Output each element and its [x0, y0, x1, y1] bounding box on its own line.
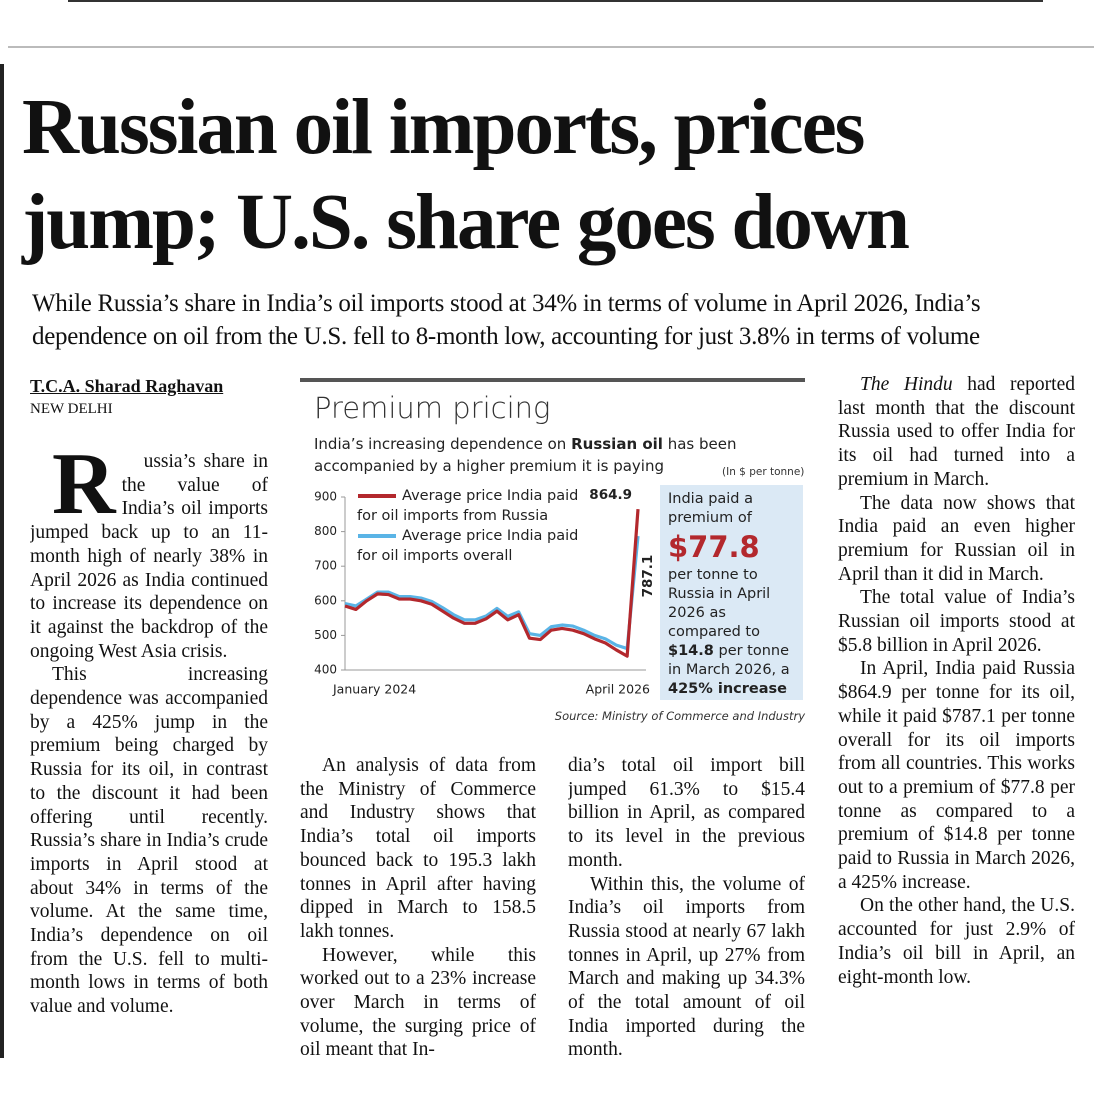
callout-text: per tonne to Russia in April 2026 as com…	[668, 567, 771, 640]
paragraph: The data now shows that India paid an ev…	[838, 492, 1075, 585]
x-tick-label: January 2024	[332, 682, 416, 697]
paragraph: Within this, the volume of India’s oil i…	[568, 873, 805, 1061]
paragraph: On the other hand, the U.S. accounted fo…	[838, 895, 1075, 988]
callout-text: per tonne in March 2026, a	[668, 643, 790, 678]
callout-text: $14.8	[668, 643, 714, 659]
headline: Russian oil imports, prices	[22, 84, 865, 171]
paragraph: Russia’s share in the value of India’s o…	[30, 450, 268, 662]
text-column: The Hindu had reported last month that t…	[838, 373, 1075, 1062]
series-line	[344, 509, 640, 658]
chart-subtitle: India’s increasing dependence on Russian…	[314, 433, 754, 477]
dateline: NEW DELHI	[30, 401, 113, 417]
text-column: dia’s total oil import bill jumped 61.3%…	[568, 754, 805, 1062]
paragraph: In April, India paid Russia $864.9 per t…	[838, 658, 1075, 893]
y-tick-label: 500	[314, 628, 337, 642]
y-tick-label: 600	[314, 593, 337, 607]
rule	[68, 0, 1043, 2]
text-column: Russia’s share in the value of India’s o…	[30, 450, 268, 1062]
y-tick-label: 900	[314, 490, 337, 504]
paragraph: However, while this worked out to a 23% …	[300, 944, 536, 1061]
source: Source: Ministry of Commerce and Industr…	[554, 709, 805, 723]
chart: Premium pricing 400 500 600 700 800 900 Januar…	[300, 378, 805, 700]
paragraph-text: The Hindu	[860, 374, 953, 395]
paragraph: dia’s total oil import bill jumped 61.3%…	[568, 755, 805, 871]
paragraph: The total value of India’s Russian oil i…	[838, 587, 1075, 656]
unit-label: (In $ per tonne)	[722, 466, 805, 478]
legend-label: Average price India paid for oil imports…	[357, 528, 579, 564]
callout-text: per tonne to Russia in April 2026 as com…	[668, 566, 800, 699]
series-line	[344, 535, 640, 651]
legend-swatch	[358, 494, 396, 498]
text-column: An analysis of data from the Ministry of…	[300, 754, 536, 1062]
paragraph: An analysis of data from the Ministry of…	[300, 755, 536, 942]
callout-value: $77.8	[668, 530, 760, 564]
standfirst: While Russia’s share in India’s oil impo…	[32, 290, 981, 350]
subtitle-text: Russian oil	[571, 435, 663, 453]
byline: T.C.A. Sharad Raghavan	[30, 376, 224, 396]
legend-swatch	[358, 534, 396, 538]
legend-entry: Average price India paid for oil imports…	[357, 526, 602, 566]
callout-text: India paid a premium of	[668, 491, 754, 526]
headline: jump; U.S. share goes down	[22, 179, 910, 266]
legend-label: Average price India paid for oil imports…	[357, 488, 579, 524]
paragraph: This increasing dependence was accompani…	[30, 664, 268, 1018]
paragraph: The Hindu had reported last month that t…	[838, 373, 1075, 492]
rule	[0, 64, 4, 1058]
x-tick-label: April 2026	[586, 682, 650, 697]
callout-box	[660, 485, 803, 700]
paragraph-text: had reported last month that the discoun…	[838, 374, 1075, 490]
data-label: 787.1	[640, 555, 656, 598]
data-label: 864.9	[589, 487, 632, 503]
subtitle-text: has been accompanied by a higher premium…	[314, 435, 737, 475]
y-tick-label: 700	[314, 559, 337, 573]
y-tick-label: 800	[314, 524, 337, 538]
rule	[8, 46, 1094, 48]
callout-text: 425% increase	[668, 681, 787, 697]
legend-entry: Average price India paid for oil imports…	[357, 486, 602, 526]
chart-title: Premium pricing	[314, 391, 550, 425]
callout: India paid a premium of $77.8 per tonne …	[668, 490, 800, 699]
y-tick-label: 400	[314, 663, 337, 677]
subtitle-text: India’s increasing dependence on	[314, 435, 572, 453]
